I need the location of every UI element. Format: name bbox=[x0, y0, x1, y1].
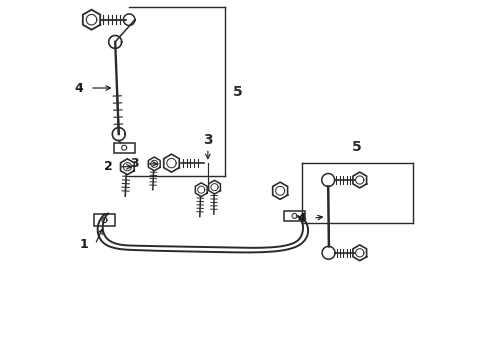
Text: 3: 3 bbox=[203, 132, 213, 147]
Text: 5: 5 bbox=[352, 140, 362, 154]
Bar bbox=[284, 211, 305, 221]
Bar bbox=[94, 215, 115, 226]
Text: 5: 5 bbox=[232, 85, 242, 99]
Text: 1: 1 bbox=[80, 238, 89, 251]
Text: 4: 4 bbox=[298, 212, 307, 225]
Text: 2: 2 bbox=[103, 160, 112, 173]
Bar bbox=[114, 143, 135, 153]
Text: 4: 4 bbox=[75, 81, 84, 95]
Text: 3: 3 bbox=[130, 157, 139, 170]
